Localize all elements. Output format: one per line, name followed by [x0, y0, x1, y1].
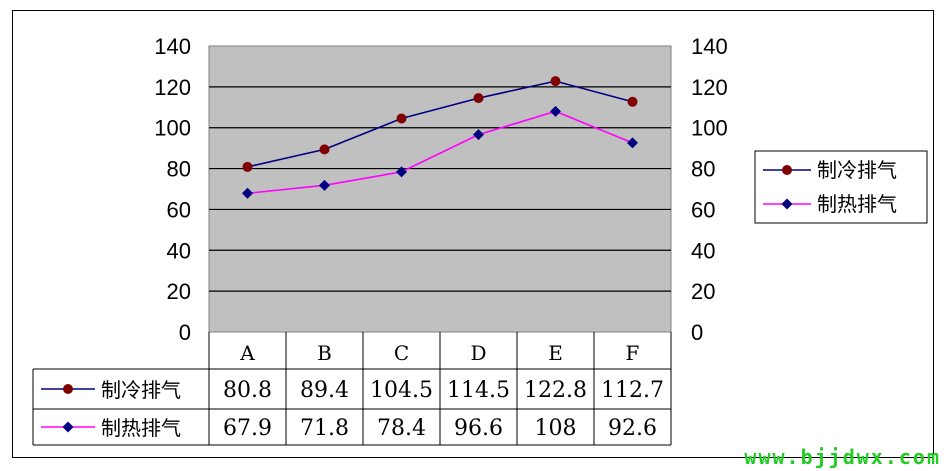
- legend-label-1: 制冷排气: [817, 158, 897, 182]
- table-series-name-2: 制热排气: [101, 416, 181, 440]
- table-cell-1-F: 112.7: [601, 378, 664, 403]
- y-tick-right-40: 40: [691, 238, 715, 263]
- series-2-point-D: [473, 129, 484, 141]
- y-tick-right-100: 100: [691, 116, 728, 141]
- legend-box: [754, 150, 928, 224]
- table-cell-1-B: 89.4: [300, 378, 349, 403]
- series-1-point-B: [319, 144, 330, 155]
- table-cell-1-A: 80.8: [223, 378, 272, 403]
- table-cell-2-E: 108: [535, 416, 577, 441]
- table-cell-1-D: 114.5: [447, 378, 510, 403]
- y-tick-right-60: 60: [691, 197, 715, 222]
- series-2-point-B: [319, 179, 330, 191]
- table-cell-2-B: 71.8: [300, 416, 349, 441]
- series-1-point-C: [396, 113, 407, 124]
- series-line-2: [247, 110, 633, 195]
- table-cell-2-D: 96.6: [454, 416, 503, 441]
- series-2-point-A: [242, 187, 253, 199]
- series-2-point-E: [550, 105, 561, 117]
- series-1-point-F: [627, 96, 638, 107]
- y-tick-left-20: 20: [167, 279, 191, 304]
- table-cell-1-C: 104.5: [370, 378, 433, 403]
- legend-key-marker-2: [781, 198, 793, 210]
- y-tick-left-140: 140: [154, 34, 191, 59]
- category-label-C: C: [394, 341, 409, 365]
- y-tick-left-60: 60: [167, 197, 191, 222]
- y-tick-left-120: 120: [154, 75, 191, 100]
- plot-area: [208, 45, 672, 333]
- category-label-A: A: [239, 341, 255, 365]
- category-label-B: B: [317, 341, 332, 365]
- table-key-marker-1: [63, 384, 73, 394]
- category-label-F: F: [626, 341, 640, 365]
- y-tick-left-100: 100: [154, 116, 191, 141]
- y-tick-left-0: 0: [179, 320, 191, 345]
- series-2-point-C: [396, 166, 407, 178]
- category-label-D: D: [470, 341, 486, 365]
- series-1-point-D: [473, 93, 484, 104]
- category-label-E: E: [548, 341, 563, 365]
- series-line-1: [247, 80, 633, 168]
- legend-key-marker-1: [782, 165, 792, 175]
- table-cell-2-A: 67.9: [223, 416, 272, 441]
- series-2-point-F: [627, 137, 638, 149]
- y-tick-left-40: 40: [167, 238, 191, 263]
- series-1-point-E: [550, 76, 561, 87]
- y-tick-right-120: 120: [691, 75, 728, 100]
- chart-svg: 0 0 20 20 40 40 60 60 80 80 100 100 120 120 140 140 A B C D…: [32, 34, 928, 446]
- table-cell-2-C: 78.4: [377, 416, 426, 441]
- series-1-point-A: [242, 161, 253, 172]
- y-tick-left-80: 80: [167, 157, 191, 182]
- table-key-marker-2: [62, 421, 74, 433]
- chart-frame: 0 0 20 20 40 40 60 60 80 80 100 100 120 120 140 140 A B C D…: [12, 10, 934, 458]
- y-tick-right-140: 140: [691, 34, 728, 59]
- table-series-name-1: 制冷排气: [101, 378, 181, 402]
- watermark: www.bjjdwx.com: [744, 445, 941, 469]
- table-cell-1-E: 122.8: [524, 378, 587, 403]
- y-tick-right-0: 0: [691, 320, 703, 345]
- y-tick-right-20: 20: [691, 279, 715, 304]
- table-cell-2-F: 92.6: [608, 416, 657, 441]
- y-tick-right-80: 80: [691, 157, 715, 182]
- legend-label-2: 制热排气: [817, 192, 897, 216]
